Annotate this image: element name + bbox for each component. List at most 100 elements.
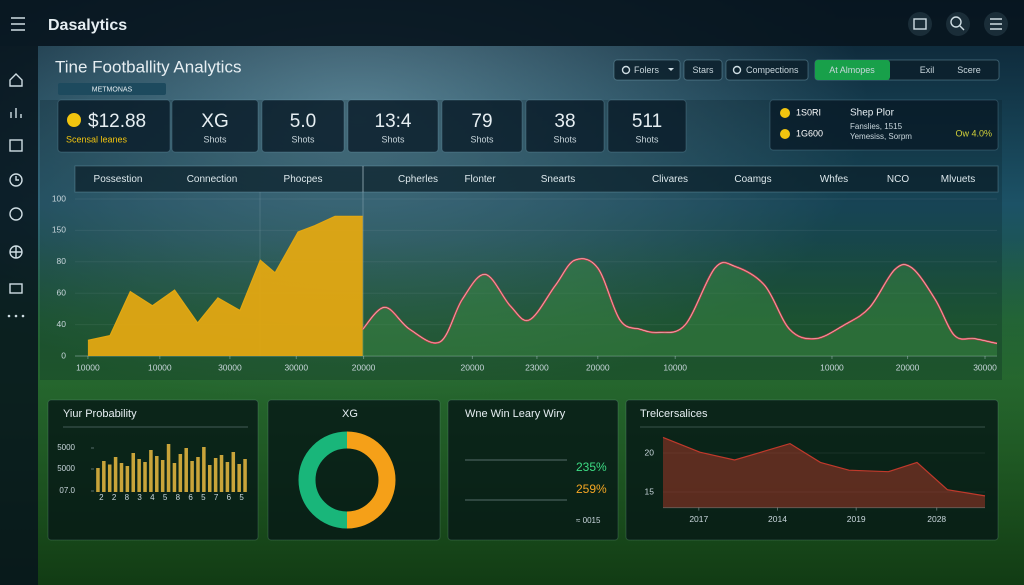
nav-more[interactable]: [7, 314, 25, 318]
bar: [178, 454, 183, 492]
summary-line: Fanslies, 1515: [850, 122, 903, 131]
bar: [184, 448, 188, 492]
nav-icon[interactable]: [9, 139, 23, 152]
x-tick-label: 2: [99, 493, 104, 502]
nav-icon[interactable]: [9, 283, 23, 294]
x-tick-label: 10000: [820, 362, 844, 372]
nav-icon[interactable]: [9, 173, 23, 187]
tab[interactable]: Coamgs: [734, 174, 771, 185]
stat-card: [57, 99, 171, 153]
bar: [231, 452, 236, 492]
y-tick-label: 5000: [57, 443, 75, 452]
tab[interactable]: Cpherles: [398, 174, 438, 185]
x-tick-label: 10000: [148, 362, 172, 372]
nav-icon[interactable]: [9, 207, 23, 221]
stat-label: Scensal leanes: [66, 134, 128, 144]
summary-icon: [780, 129, 790, 139]
bar: [107, 464, 112, 492]
competitions-button[interactable]: Compections: [725, 59, 809, 81]
x-tick-label: 20000: [352, 362, 376, 372]
tab[interactable]: Flonter: [464, 174, 496, 185]
x-tick-label: 2014: [768, 514, 787, 524]
segment-label[interactable]: Scere: [957, 65, 981, 75]
y-tick-label: 15: [645, 486, 655, 496]
bar: [190, 461, 194, 492]
tab[interactable]: Clivares: [652, 174, 688, 185]
stat-label: Shots: [553, 134, 577, 144]
summary-badge: 1S0RI: [796, 107, 821, 117]
header-icon[interactable]: [908, 12, 932, 36]
summary-change: Ow 4.0%: [955, 128, 992, 138]
bar: [96, 468, 100, 492]
y-tick-label: 0: [61, 350, 66, 360]
x-tick-label: 5: [201, 493, 206, 502]
x-tick-label: 2017: [689, 514, 708, 524]
segment-label[interactable]: At Almopes: [829, 65, 875, 75]
page-title: Tine Footballity Analytics: [55, 57, 241, 76]
bar: [166, 444, 171, 492]
y-tick-label: 150: [52, 225, 66, 235]
tab[interactable]: Snearts: [541, 174, 575, 185]
tab[interactable]: Connection: [187, 174, 238, 185]
search-button[interactable]: [946, 12, 970, 36]
stat-card: [607, 99, 687, 153]
tab[interactable]: NCO: [887, 174, 909, 185]
nav-icon[interactable]: [9, 245, 23, 259]
bar: [149, 450, 153, 492]
tab[interactable]: Possestion: [94, 174, 143, 185]
tab[interactable]: Mlvuets: [941, 174, 975, 185]
stat-value: 511: [632, 111, 662, 132]
sidebar: [0, 46, 38, 585]
filters-label: Folers: [634, 65, 660, 75]
area-fill: [663, 437, 985, 508]
bar: [207, 465, 212, 492]
filters-button[interactable]: Folers: [613, 59, 681, 81]
stars-button[interactable]: Stars: [683, 59, 723, 81]
tab[interactable]: Whfes: [820, 174, 848, 185]
footnote: ≈ 0015: [576, 516, 601, 525]
x-tick-label: 5: [239, 493, 244, 502]
summary-title: Shep Plor: [850, 108, 895, 119]
x-tick-label: 6: [188, 493, 193, 502]
bar: [113, 457, 118, 492]
y-tick-label: 20: [645, 447, 655, 457]
bar: [102, 461, 106, 492]
bar: [137, 459, 141, 492]
bar: [119, 463, 124, 492]
stat-value: XG: [201, 111, 228, 132]
segment-label[interactable]: Exil: [920, 65, 935, 75]
stat-card: [171, 99, 259, 153]
bar: [202, 447, 206, 492]
panel-title: Wne Win Leary Wiry: [465, 408, 566, 420]
panel-title: XG: [342, 408, 358, 420]
nav-icon[interactable]: [10, 108, 22, 118]
x-tick-label: 6: [227, 493, 232, 502]
nav-icon[interactable]: [9, 73, 23, 87]
tab-bar: [74, 165, 999, 193]
stat-card: [525, 99, 605, 153]
donut-slice: [346, 431, 396, 529]
bar: [225, 462, 230, 492]
x-tick-label: 10000: [76, 362, 100, 372]
stat-label: Shots: [203, 134, 227, 144]
bar: [196, 457, 200, 492]
menu-button[interactable]: [11, 17, 25, 31]
tab[interactable]: Phocpes: [284, 174, 323, 185]
summary-badge: 1G600: [796, 128, 823, 138]
x-tick-label: 8: [176, 493, 181, 502]
bar: [219, 455, 224, 492]
x-tick-label: 20000: [586, 362, 610, 372]
x-tick-label: 20000: [461, 362, 485, 372]
summary-icon: [780, 108, 790, 118]
x-tick-label: 30000: [973, 362, 997, 372]
bar: [143, 462, 147, 492]
win-panel: [447, 399, 619, 541]
stat-label: Shots: [470, 134, 494, 144]
bar: [131, 453, 136, 492]
y-tick-label: 07.0: [59, 486, 75, 495]
menu-button[interactable]: [984, 12, 1008, 36]
stat-label: Shots: [291, 134, 315, 144]
stat-icon: [67, 113, 81, 127]
